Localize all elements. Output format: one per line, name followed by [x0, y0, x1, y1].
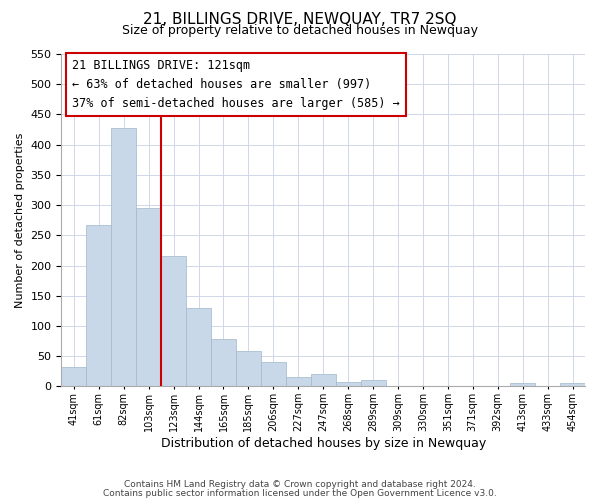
Bar — [161, 256, 186, 386]
Bar — [136, 208, 161, 386]
Text: Contains HM Land Registry data © Crown copyright and database right 2024.: Contains HM Land Registry data © Crown c… — [124, 480, 476, 489]
Bar — [61, 367, 86, 386]
Y-axis label: Number of detached properties: Number of detached properties — [15, 132, 25, 308]
Bar — [261, 362, 286, 386]
Bar — [236, 350, 261, 386]
Bar — [86, 225, 111, 386]
Bar — [311, 374, 335, 386]
Bar — [211, 338, 236, 386]
Bar — [560, 384, 585, 386]
Text: 21 BILLINGS DRIVE: 121sqm
← 63% of detached houses are smaller (997)
37% of semi: 21 BILLINGS DRIVE: 121sqm ← 63% of detac… — [72, 59, 400, 110]
Text: Contains public sector information licensed under the Open Government Licence v3: Contains public sector information licen… — [103, 488, 497, 498]
X-axis label: Distribution of detached houses by size in Newquay: Distribution of detached houses by size … — [161, 437, 486, 450]
Bar — [361, 380, 386, 386]
Bar — [510, 384, 535, 386]
Bar — [335, 382, 361, 386]
Bar — [111, 128, 136, 386]
Bar — [286, 378, 311, 386]
Text: Size of property relative to detached houses in Newquay: Size of property relative to detached ho… — [122, 24, 478, 37]
Text: 21, BILLINGS DRIVE, NEWQUAY, TR7 2SQ: 21, BILLINGS DRIVE, NEWQUAY, TR7 2SQ — [143, 12, 457, 28]
Bar — [186, 308, 211, 386]
